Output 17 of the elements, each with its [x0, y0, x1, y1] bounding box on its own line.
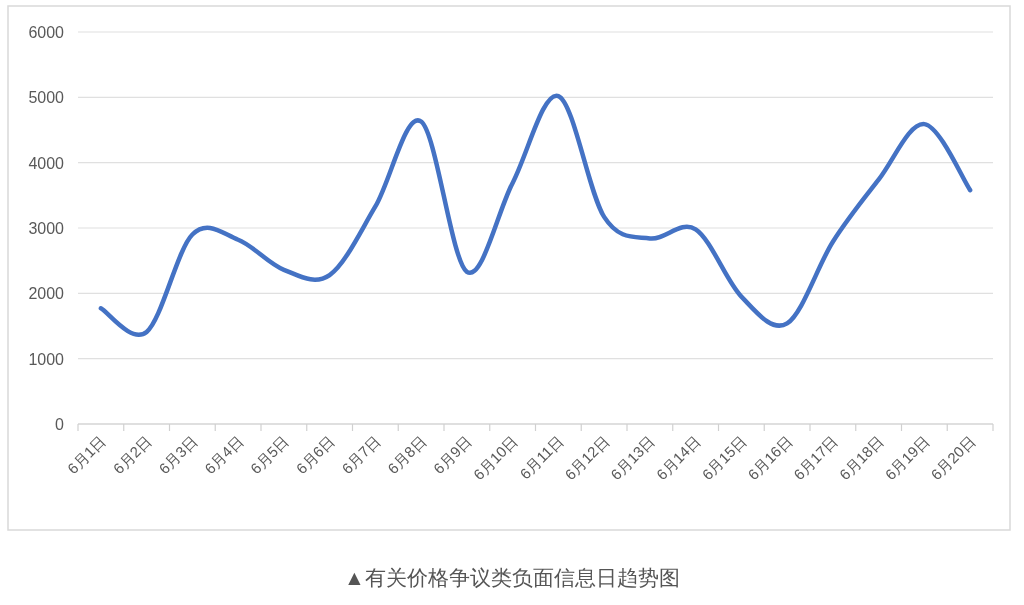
x-tick-label: 6月9日: [429, 432, 475, 478]
x-tick-label: 6月1日: [63, 432, 109, 478]
x-tick-label: 6月7日: [338, 432, 384, 478]
y-tick-label: 3000: [28, 220, 65, 237]
x-tick-label: 6月5日: [246, 432, 292, 478]
x-tick-label: 6月4日: [201, 432, 247, 478]
y-tick-label: 5000: [28, 89, 65, 107]
x-tick-label: 6月2日: [109, 432, 155, 478]
y-tick-label: 1000: [28, 350, 65, 368]
y-tick-label: 2000: [28, 285, 65, 303]
y-tick-label: 4000: [28, 154, 65, 172]
y-tick-label: 6000: [28, 24, 65, 41]
x-tick-label: 6月6日: [292, 432, 338, 478]
text: ▲有关价格争议类负面信息日趋势图: [344, 566, 680, 589]
y-tick-label: 0: [55, 416, 65, 433]
x-tick-label: 6月3日: [155, 432, 201, 478]
x-tick-label: 6月8日: [384, 432, 430, 478]
